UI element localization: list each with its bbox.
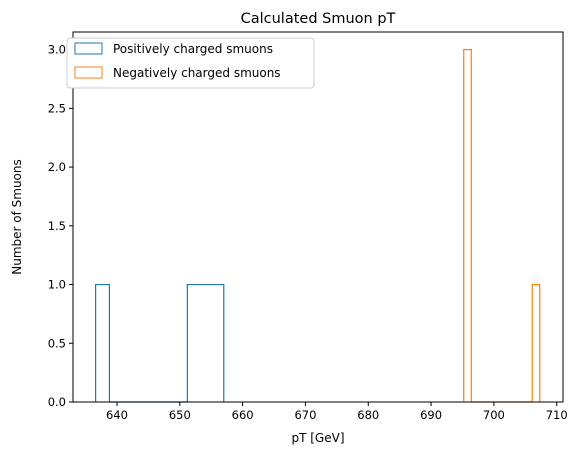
x-tick-label: 670 [294,408,316,422]
legend: Positively charged smuons Negatively cha… [66,37,315,89]
plot-frame [72,31,564,403]
y-tick-label: 2.5 [48,101,66,115]
x-axis-ticks: 640 650 660 670 680 690 700 710 [106,402,568,422]
x-tick-label: 650 [169,408,191,422]
legend-box [66,37,315,89]
y-axis-label: Number of Smuons [10,159,24,275]
chart-title: Calculated Smuon pT [241,11,396,27]
x-tick-label: 640 [106,408,128,422]
y-tick-label: 0.0 [48,395,66,409]
y-tick-label: 1.5 [48,219,66,233]
y-tick-label: 2.0 [48,160,66,174]
histogram-outline-series-1 [463,49,541,403]
y-tick-label: 3.0 [48,43,66,57]
histogram-outline-series-0 [95,283,225,403]
y-axis-ticks: 0.0 0.5 1.0 1.5 2.0 2.5 3.0 [48,43,73,409]
x-tick-label: 700 [483,408,505,422]
x-tick-label: 710 [546,408,568,422]
x-tick-label: 660 [232,408,254,422]
x-axis-label: pT [GeV] [291,431,344,445]
x-tick-label: 690 [420,408,442,422]
y-tick-label: 0.5 [48,336,66,350]
legend-swatch-negative [74,66,103,79]
legend-swatch-positive [74,42,103,55]
x-tick-label: 680 [357,408,379,422]
series-layer [95,49,541,403]
y-tick-label: 1.0 [48,278,66,292]
legend-label-negative: Negatively charged smuons [113,66,281,80]
legend-label-positive: Positively charged smuons [113,42,273,56]
